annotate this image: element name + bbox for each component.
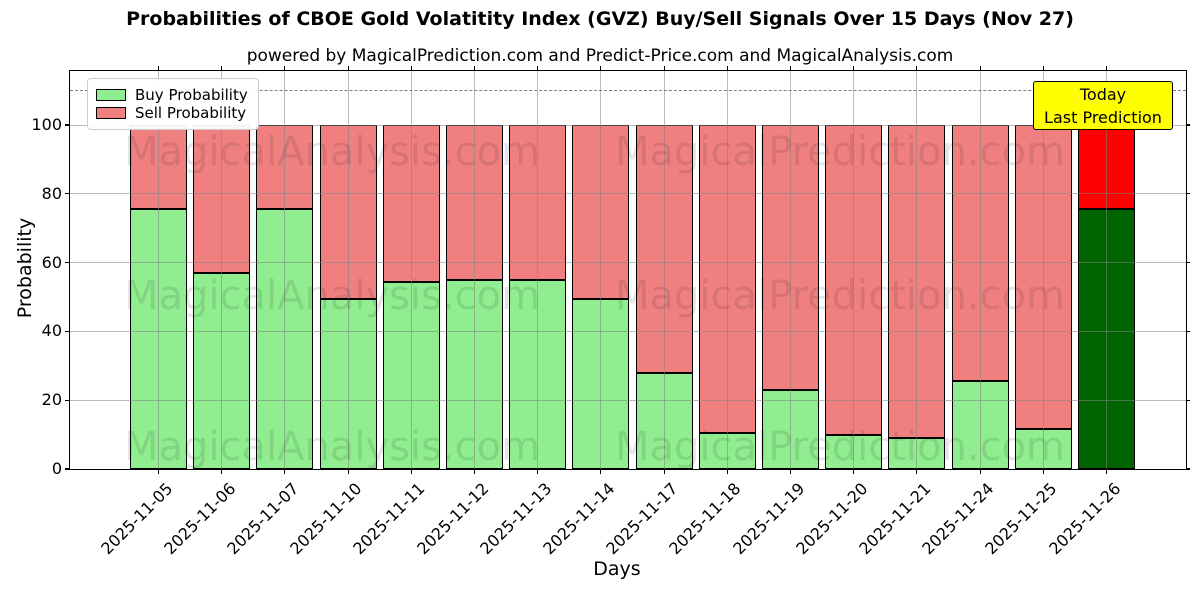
x-axis-tick	[347, 469, 349, 474]
sell-bar-segment	[382, 125, 440, 282]
sell-bar-segment	[319, 125, 377, 299]
x-axis-tick	[789, 469, 792, 474]
x-axis-tick-top	[537, 66, 539, 71]
x-axis-tick	[284, 469, 286, 474]
buy-bar-segment	[572, 298, 630, 469]
y-tick-label: 60	[41, 252, 62, 272]
y-axis-tick-right	[1186, 193, 1190, 195]
sell-bar-segment	[572, 125, 630, 299]
sell-swatch-icon	[96, 107, 126, 119]
x-axis-tick-top	[221, 66, 223, 71]
y-axis-tick	[65, 262, 70, 264]
x-axis-tick-top	[347, 66, 349, 71]
x-axis-tick	[853, 469, 855, 474]
sell-bar-segment	[1078, 125, 1135, 210]
buy-bar-segment	[509, 279, 567, 469]
legend: Buy Probability Sell Probability	[87, 78, 259, 130]
chart-title: Probabilities of CBOE Gold Volatitity In…	[126, 8, 1074, 30]
x-axis-tick-top	[1042, 66, 1044, 71]
buy-bar-segment	[193, 272, 251, 469]
x-axis-tick	[600, 469, 602, 474]
y-axis-tick-right	[1186, 124, 1190, 126]
buy-bar-segment	[1078, 209, 1135, 469]
x-axis-tick-top	[726, 66, 728, 71]
x-axis-tick-top	[916, 66, 918, 71]
x-axis-tick	[221, 469, 223, 474]
x-axis-label: Days	[593, 558, 641, 580]
buy-bar-segment	[256, 209, 314, 469]
y-axis-tick-right	[1186, 330, 1190, 332]
x-axis-tick	[663, 469, 665, 474]
x-axis-tick-top	[473, 66, 476, 71]
x-axis-tick-top	[663, 66, 665, 71]
x-axis-tick	[726, 469, 728, 474]
sell-bar-segment	[130, 125, 187, 210]
x-axis-tick	[1105, 469, 1108, 474]
sell-bar-segment	[951, 125, 1009, 382]
y-axis-tick-right	[1186, 262, 1190, 264]
buy-bar-segment	[825, 434, 883, 469]
sell-bar-segment	[762, 125, 819, 390]
y-tick-label: 0	[51, 459, 62, 478]
sell-bar-segment	[509, 125, 567, 280]
y-axis-tick	[65, 193, 70, 195]
y-axis-tick	[65, 468, 70, 470]
y-tick-label: 40	[41, 321, 62, 341]
x-axis-tick	[473, 469, 476, 474]
buy-bar-segment	[446, 279, 503, 469]
sell-bar-segment	[193, 125, 251, 273]
sell-bar-segment	[635, 125, 693, 373]
x-axis-tick-top	[789, 66, 792, 71]
sell-bar-segment	[446, 125, 503, 280]
x-axis-tick	[537, 469, 539, 474]
buy-swatch-icon	[96, 89, 126, 101]
today-annotation-line1: Today	[1079, 84, 1127, 104]
y-axis-tick	[65, 399, 70, 401]
x-axis-tick-top	[410, 66, 412, 71]
chart-subtitle: powered by MagicalPrediction.com and Pre…	[246, 46, 954, 66]
legend-item-sell: Sell Probability	[96, 104, 248, 122]
sell-bar-segment	[1014, 125, 1072, 430]
buy-bar-segment	[762, 389, 819, 469]
buy-bar-segment	[888, 438, 946, 469]
today-annotation-line2: Last Prediction	[1044, 107, 1162, 127]
x-axis-tick	[979, 469, 981, 474]
x-axis-tick-top	[1105, 66, 1108, 71]
x-axis-tick	[410, 469, 412, 474]
buy-bar-segment	[698, 432, 756, 469]
sell-bar-segment	[698, 125, 756, 433]
legend-item-buy: Buy Probability	[96, 86, 248, 104]
buy-bar-segment	[635, 372, 693, 469]
buy-bar-segment	[1014, 429, 1072, 469]
x-axis-tick	[916, 469, 918, 474]
legend-sell-label: Sell Probability	[135, 104, 247, 122]
sell-bar-segment	[256, 125, 314, 210]
buy-bar-segment	[951, 381, 1009, 469]
sell-bar-segment	[825, 125, 883, 435]
y-tick-label: 100	[31, 115, 62, 134]
plot-area: MagicalAnalysis.com MagicalPrediction.co…	[70, 71, 1186, 470]
legend-buy-label: Buy Probability	[135, 86, 248, 104]
x-axis-tick-top	[157, 66, 160, 71]
today-annotation: Today Last Prediction	[1033, 81, 1173, 130]
buy-bar-segment	[319, 298, 377, 469]
buy-bar-segment	[382, 281, 440, 469]
x-axis-tick-top	[853, 66, 855, 71]
y-axis-tick	[65, 124, 70, 126]
y-tick-label: 80	[41, 183, 62, 203]
x-axis-tick	[157, 469, 160, 474]
buy-bar-segment	[130, 209, 187, 469]
y-axis-tick-right	[1186, 399, 1190, 401]
sell-bar-segment	[888, 125, 946, 439]
y-axis-tick	[65, 330, 70, 332]
x-axis-tick-top	[284, 66, 286, 71]
x-axis-tick-top	[600, 66, 602, 71]
y-axis-tick-right	[1186, 468, 1190, 470]
x-axis-tick	[1042, 469, 1044, 474]
x-axis-tick-top	[979, 66, 981, 71]
y-tick-label: 20	[41, 390, 62, 410]
